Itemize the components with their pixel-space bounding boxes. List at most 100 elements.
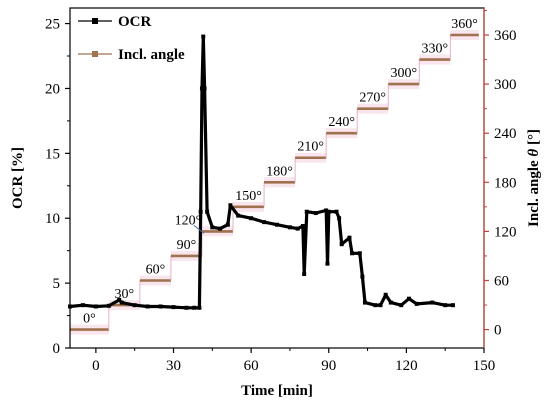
ocr-point [145,304,150,309]
y-right-tick-label: 60 [494,273,509,289]
ocr-point [304,209,309,214]
x-axis-title: Time [min] [241,383,313,399]
angle-label-pointer [193,225,205,234]
ocr-point [300,224,305,229]
y-right-tick-label: 360 [494,28,517,44]
legend-angle-label: Incl. angle [118,47,185,63]
ocr-point [184,305,189,310]
ocr-point [313,211,318,216]
angle-step-label: 240° [328,115,355,130]
ocr-point [325,261,330,266]
x-tick-label: 30 [166,358,181,374]
ocr-point [443,303,448,308]
ocr-point [201,34,206,39]
legend-angle-marker [92,51,98,57]
ocr-point [132,303,137,308]
y-right-title-suffix: [°] [526,129,542,149]
step-labels-layer: 0° 30° 60° 90° 120° 150° 180° 210° 240° 270° 300° 3… [83,17,478,327]
ocr-point [388,300,393,305]
ocr-point [414,301,419,306]
ocr-point [324,208,329,213]
ocr-point [360,274,365,279]
angle-step-label: 270° [359,91,386,106]
ocr-point [158,304,163,309]
ocr-point [378,303,383,308]
ocr-point [430,300,435,305]
x-tick-label: 150 [473,358,496,374]
angle-step-label: 360° [451,17,478,32]
y-right-title-symbol: θ [526,149,542,157]
ocr-point [210,225,215,230]
ocr-point [117,297,122,302]
ocr-point [205,209,210,214]
ocr-point [218,226,223,231]
ocr-point [236,213,241,218]
angle-step-label: 90° [177,238,197,253]
y-left-tick-label: 15 [45,146,60,162]
y-right-title-prefix: Incl. angle [526,157,542,227]
ocr-point [399,303,404,308]
angle-step-label: 0° [83,312,96,327]
ocr-point [225,222,230,227]
ocr-point [362,300,367,305]
ocr-point [350,251,355,256]
ocr-point [93,304,98,309]
y-right-axis-title: Incl. angle θ [°] [526,129,542,227]
axes-layer: 0 30 60 90 120 150 0 5 10 15 20 25 0 60 120 180 240 300 36… [45,9,517,374]
y-right-tick-label: 180 [494,175,517,191]
ocr-point [295,226,300,231]
y-right-tick-label: 300 [494,77,517,93]
ocr-point [202,86,207,91]
ocr-point [337,216,342,221]
angle-step-label: 180° [266,164,293,179]
ocr-point [197,305,202,310]
ocr-point [347,235,352,240]
y-right-tick-label: 120 [494,224,517,240]
ocr-point [228,203,233,208]
x-tick-label: 60 [244,358,259,374]
ocr-point [357,251,362,256]
ocr-point [119,300,124,305]
y-left-tick-label: 5 [53,276,61,292]
y-left-axis-title: OCR [%] [10,147,26,209]
ocr-point [373,303,378,308]
ocr-point [406,296,411,301]
y-right-tick-label: 240 [494,126,517,142]
ocr-point [199,86,204,91]
ocr-point [334,209,339,214]
ocr-point [287,225,292,230]
inclination-steps-layer [70,30,479,335]
angle-step-label: 300° [390,66,417,81]
ocr-point [249,216,254,221]
ocr-point [80,303,85,308]
y-left-tick-label: 20 [45,81,60,97]
y-right-tick-label: 0 [494,323,502,339]
angle-step-label: 30° [115,287,135,302]
ocr-point [450,303,455,308]
x-tick-label: 0 [92,358,100,374]
ocr-point [192,305,197,310]
angle-step-label: 330° [422,42,449,57]
angle-step-label: 60° [146,262,166,277]
y-left-tick-label: 0 [53,341,61,357]
ocr-point [339,242,344,247]
ocr-point [106,303,111,308]
ocr-point [383,292,388,297]
legend-ocr-label: OCR [118,14,152,30]
ocr-point [275,222,279,227]
x-tick-label: 120 [395,358,418,374]
angle-step-label: 210° [297,140,324,155]
ocr-point [198,209,203,214]
angle-step-label: 120° [175,213,202,228]
y-left-tick-label: 25 [45,17,60,33]
legend-ocr-marker [92,18,98,24]
ocr-point [262,220,267,225]
x-tick-label: 90 [321,358,336,374]
y-left-tick-label: 10 [45,211,60,227]
legend: OCR Incl. angle [78,14,185,63]
ocr-point [302,272,307,277]
angle-step-label: 150° [235,189,262,204]
ocr-point [326,209,331,214]
ocr-point [171,305,176,310]
